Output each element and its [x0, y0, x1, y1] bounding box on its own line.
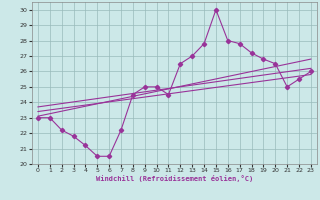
X-axis label: Windchill (Refroidissement éolien,°C): Windchill (Refroidissement éolien,°C) [96, 175, 253, 182]
